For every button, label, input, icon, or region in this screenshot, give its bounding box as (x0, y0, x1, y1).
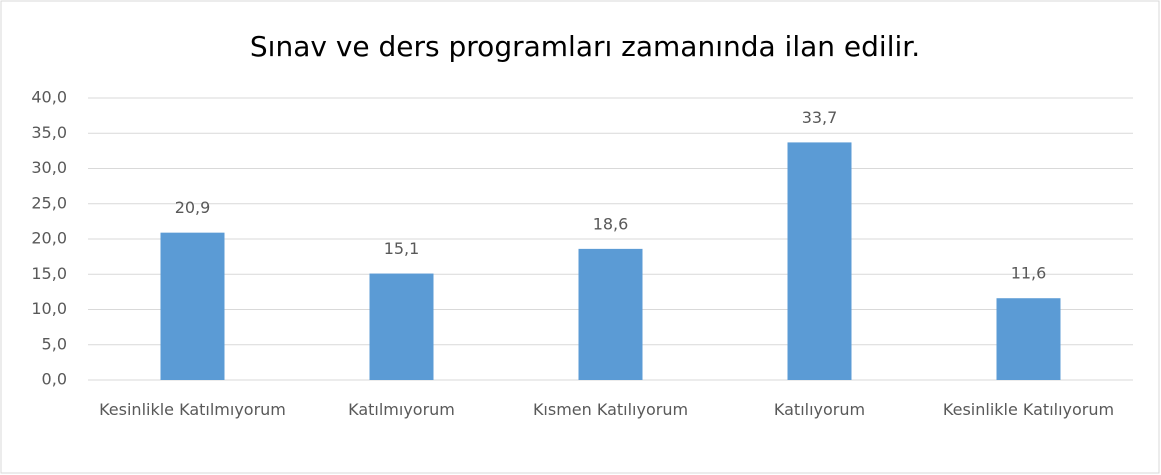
data-label: 15,1 (384, 239, 420, 258)
data-label: 11,6 (1011, 264, 1047, 283)
y-tick-label: 30,0 (31, 158, 67, 177)
data-label: 18,6 (593, 214, 629, 233)
x-tick-label: Kesinlikle Katılmıyorum (99, 400, 286, 419)
y-tick-label: 25,0 (31, 193, 67, 212)
x-tick-label: Kısmen Katılıyorum (532, 400, 689, 419)
y-tick-label: 40,0 (31, 88, 67, 107)
y-tick-label: 15,0 (31, 264, 67, 283)
data-label: 33,7 (802, 108, 838, 127)
x-tick-label: Kesinlikle Katılıyorum (942, 400, 1115, 419)
bar (578, 248, 643, 380)
y-tick-label: 10,0 (31, 299, 67, 318)
x-tick-label: Katılıyorum (773, 400, 866, 419)
bar (369, 273, 434, 380)
chart-title: Sınav ve ders programları zamanında ilan… (250, 30, 920, 63)
bar (787, 142, 852, 380)
bar (996, 298, 1061, 380)
y-tick-label: 35,0 (31, 123, 67, 142)
bar (160, 232, 225, 380)
y-tick-label: 0,0 (42, 370, 67, 389)
x-tick-label: Katılmıyorum (348, 400, 455, 419)
y-tick-label: 5,0 (42, 334, 67, 353)
data-label: 20,9 (175, 198, 211, 217)
y-tick-label: 20,0 (31, 229, 67, 248)
